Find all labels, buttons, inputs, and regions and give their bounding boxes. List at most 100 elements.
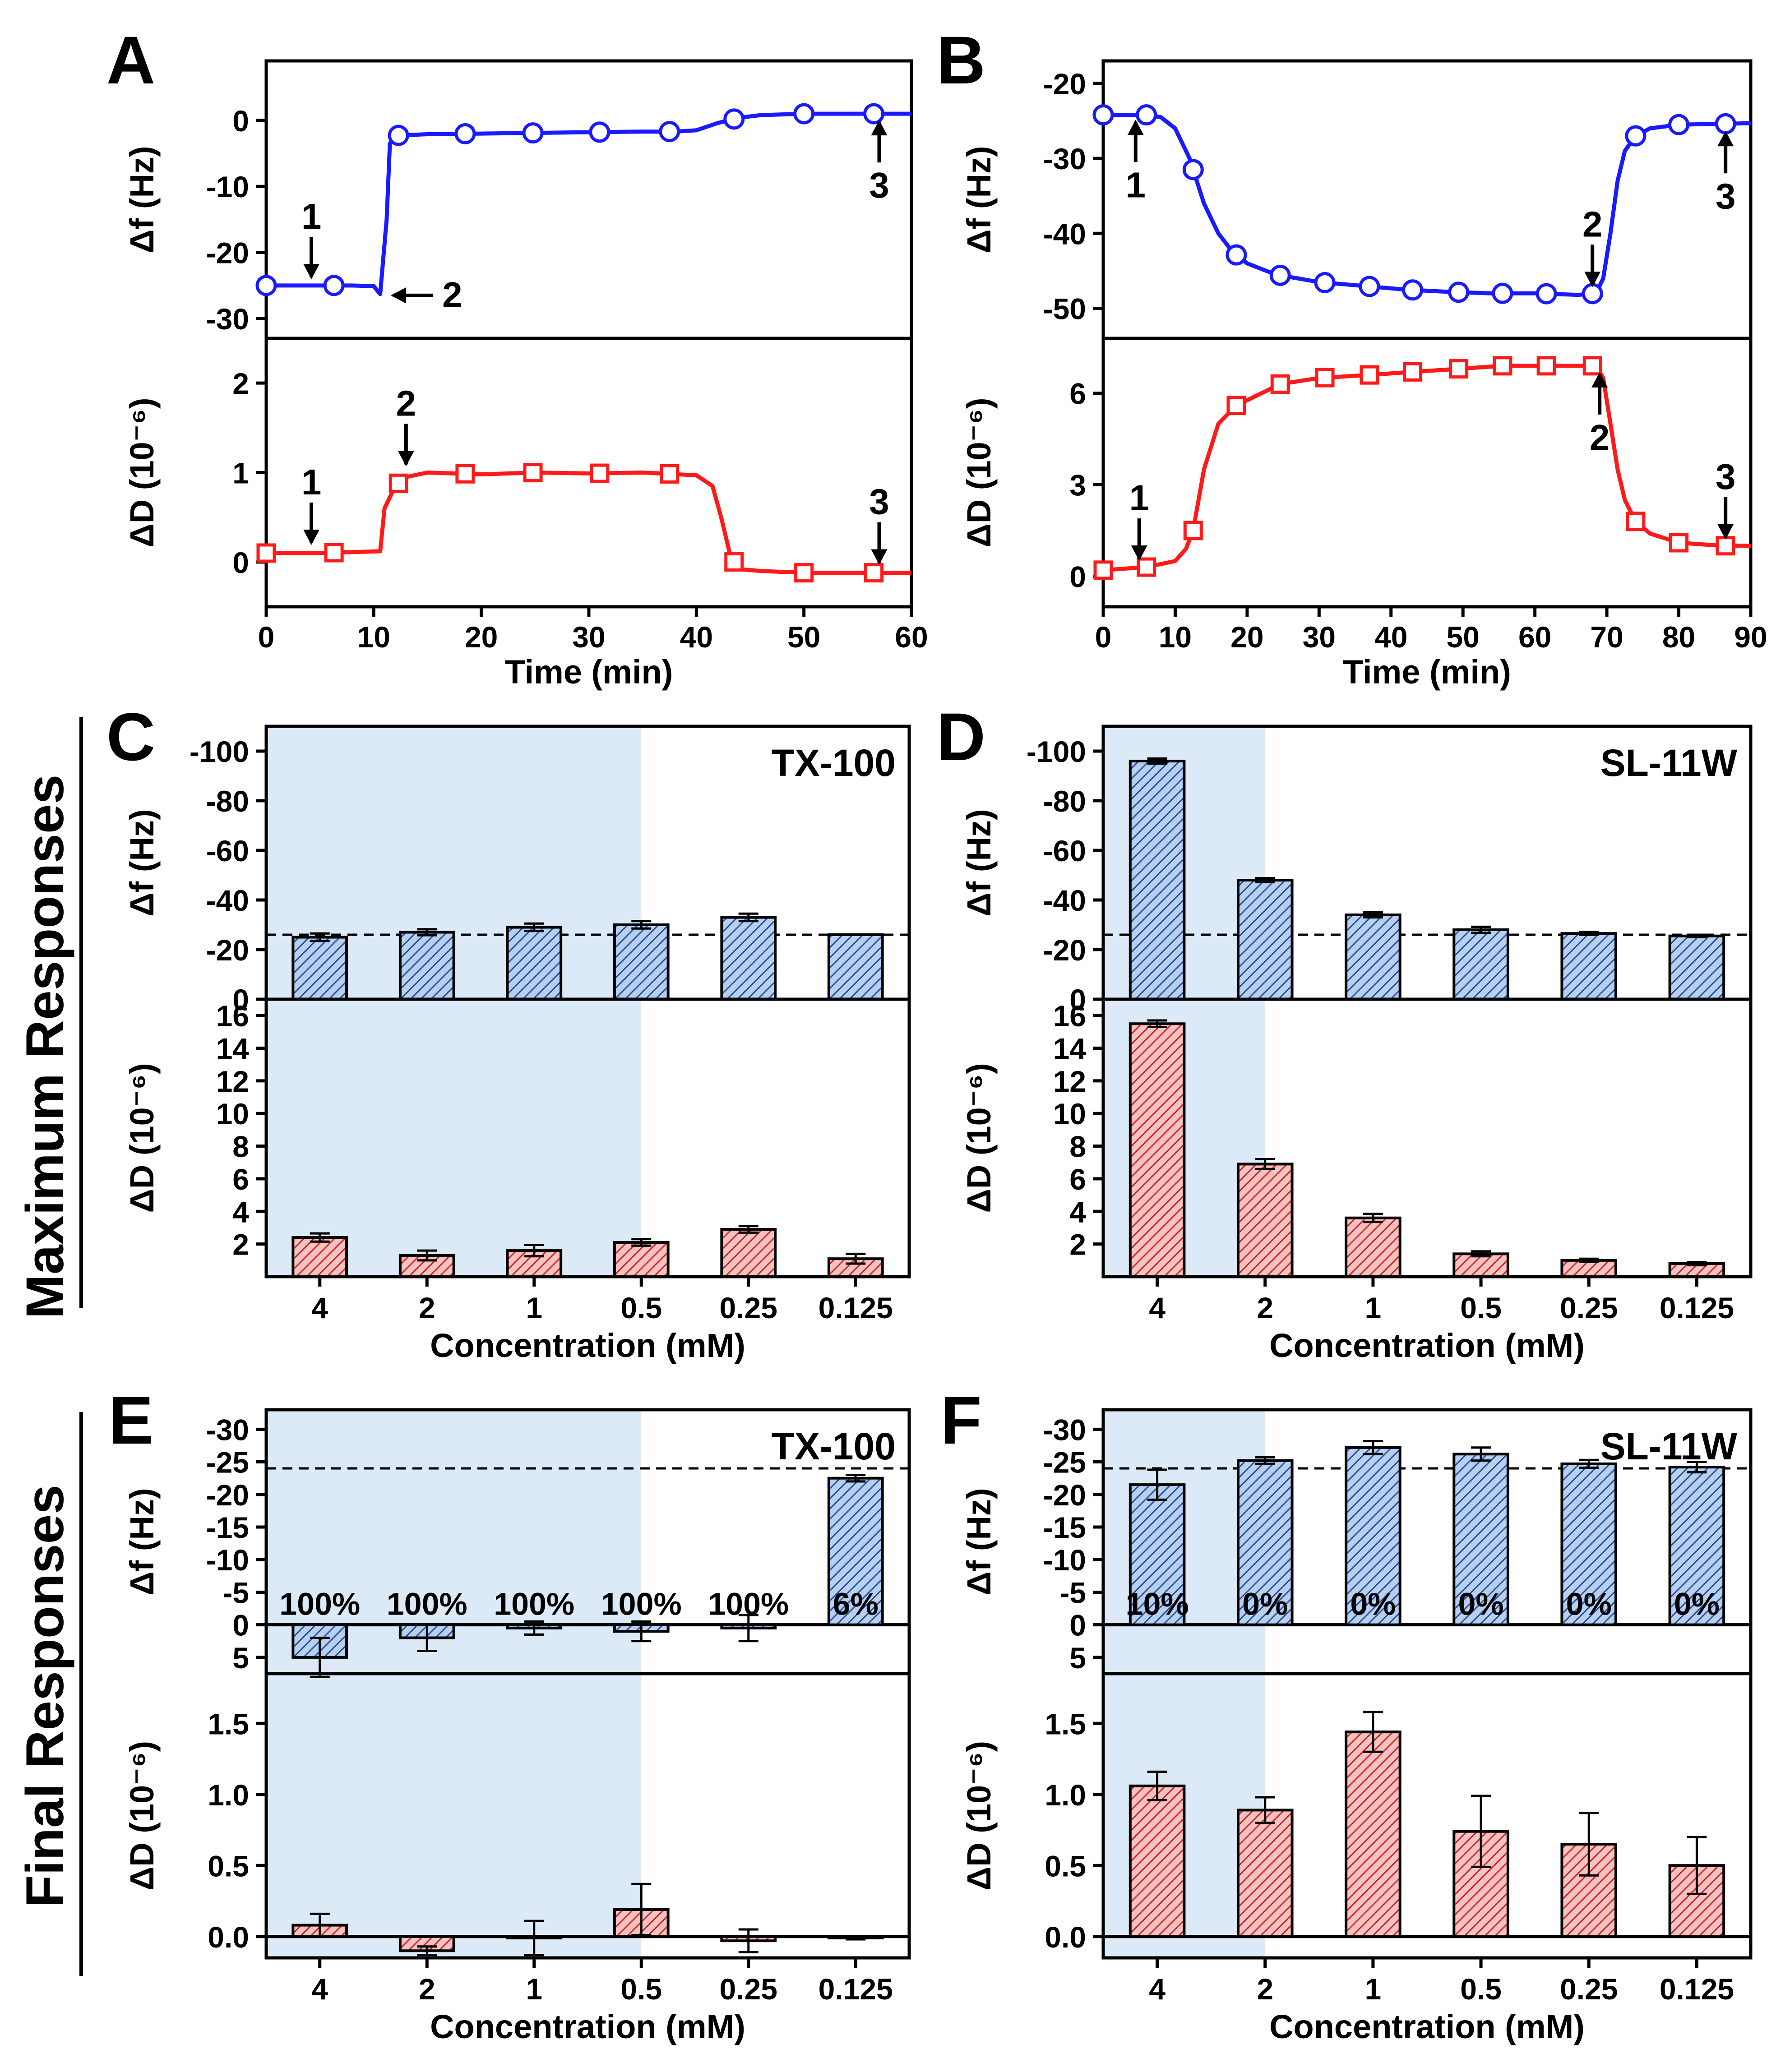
panel-c-top-ylabel: Δf (Hz): [123, 809, 161, 916]
panel-b-bottom-arrow-label: 3: [1716, 457, 1736, 497]
panel-b-top-marker: [1715, 113, 1736, 134]
panel-e-top-ytick-label: -30: [206, 1413, 249, 1446]
panel-b-top-ytick-label: -30: [1043, 142, 1086, 175]
panel-b-top-marker: [1182, 159, 1204, 180]
panel-b-bottom-marker: [1716, 536, 1735, 556]
panel-c-bottom-bar: [827, 1257, 884, 1278]
panel-e-bottom-ytick-label: 1.5: [208, 1707, 249, 1740]
panel-b-bottom-marker: [1226, 396, 1246, 415]
panel-f-title: SL-11W: [1600, 1425, 1738, 1467]
panel-f-top-bar: [1128, 1483, 1186, 1626]
panel-b-xtick-label: 30: [1303, 620, 1336, 654]
panel-f-top-ytick-label: -15: [1043, 1511, 1086, 1544]
panel-f-top-bar: [1668, 1466, 1725, 1626]
panel-a-top-marker: [323, 275, 345, 296]
panel-f-bottom-bar: [1128, 1784, 1186, 1938]
panel-e-top-ytick-label: -25: [206, 1446, 249, 1479]
panel-a-bottom-marker: [660, 464, 680, 484]
panel-d-title: SL-11W: [1600, 742, 1738, 784]
panel-a-bottom-marker: [590, 463, 610, 483]
panel-b-bottom-marker: [1493, 356, 1512, 376]
panel-c-top-ytick-label: -20: [206, 933, 249, 967]
panel-e-top-ytick-label: 5: [232, 1641, 249, 1675]
panel-f-bottom-ytick-label: 1.5: [1045, 1707, 1086, 1740]
panel-b-bottom-arrow-label: 1: [1129, 478, 1149, 518]
panel-e-top-ytick-label: -15: [206, 1511, 249, 1544]
panel-label-a: A: [106, 22, 155, 98]
panel-e-bottom-ytick-label: 1.0: [208, 1778, 249, 1812]
panel-f-top-ytick-label: 5: [1069, 1641, 1086, 1675]
panel-e-bottom-ytick-label: 0.0: [208, 1920, 249, 1954]
panel-a-bottom-marker: [455, 464, 475, 484]
panel-c-xtick-label: 0.25: [720, 1291, 777, 1324]
panel-c-top-ytick-label: -100: [190, 735, 249, 768]
panel-c-bottom-ytick-label: 16: [216, 999, 249, 1033]
panel-f-top-percent-label: 0%: [1566, 1587, 1612, 1622]
panel-d-top-bar: [1128, 760, 1186, 1001]
panel-e-top-ytick-label: 0: [232, 1609, 249, 1642]
panel-a-xtick-label: 10: [357, 620, 390, 654]
panel-e-top-percent-label: 100%: [279, 1587, 360, 1622]
panel-a-top-arrow-head: [303, 263, 320, 279]
panel-c-bottom-bar: [613, 1241, 670, 1278]
panel-b-bottom-marker: [1183, 521, 1203, 540]
panel-a-top-marker: [659, 121, 680, 143]
panel-c-top-bar: [720, 916, 777, 1001]
panel-d-bottom-ytick-label: 4: [1069, 1195, 1086, 1228]
panel-d-top-bar: [1345, 914, 1401, 1001]
panel-b-top-ylabel: Δf (Hz): [960, 146, 998, 253]
panel-f-top-percent-label: 0%: [1350, 1587, 1396, 1622]
panel-a-bottom-arrow-head: [871, 549, 888, 565]
panel-c-xtick-label: 2: [419, 1291, 435, 1324]
panel-b-top-marker: [1269, 264, 1291, 286]
panel-b-bottom-marker: [1093, 560, 1113, 580]
panel-a-top-arrow-label: 3: [869, 165, 889, 205]
panel-d-bottom-ytick-label: 12: [1053, 1065, 1086, 1098]
panel-a-xtick-label: 20: [465, 620, 498, 654]
panel-a-bottom-marker: [864, 563, 884, 583]
panel-a-top-marker: [255, 275, 277, 296]
panel-c-xtick-label: 0.125: [819, 1291, 893, 1324]
panel-b-top-marker: [1668, 114, 1690, 135]
panel-d-bottom-ylabel: ΔD (10⁻⁶): [960, 1063, 998, 1213]
panel-e-xtick-label: 0.25: [720, 1972, 777, 2006]
panel-a-top-marker: [723, 108, 745, 130]
panel-d-top-ytick-label: -40: [1043, 884, 1086, 917]
panel-d-top-bar: [1668, 934, 1725, 1001]
panel-a-xtick-label: 30: [572, 620, 605, 654]
panel-f-bottom-ytick-label: 1.0: [1045, 1778, 1086, 1812]
panel-a-top-ytick-label: 0: [232, 104, 249, 138]
row-label-final: Final Responses: [15, 1412, 83, 1976]
panel-f-top-ytick-label: -30: [1043, 1413, 1086, 1446]
panel-d-xlabel: Concentration (mM): [1269, 1327, 1585, 1364]
panel-b-top-arrow-head: [1127, 120, 1144, 135]
panel-c-bottom-ylabel: ΔD (10⁻⁶): [123, 1063, 161, 1213]
panel-a-top-ytick-label: -10: [206, 170, 249, 203]
panel-d-top-bar: [1452, 928, 1509, 1001]
panel-a-xtick-label: 50: [787, 620, 820, 654]
panel-b-bottom-marker: [1270, 374, 1290, 394]
panel-a-top-frame: [264, 59, 913, 340]
panel-c-bottom-ytick-label: 8: [232, 1130, 249, 1163]
panel-f-xtick-label: 0.25: [1560, 1972, 1618, 2006]
panel-e-bottom-frame: [264, 1672, 911, 1960]
panel-c-title: TX-100: [772, 742, 896, 784]
panel-label-d: D: [937, 699, 985, 775]
row-label-final-text: Final Responses: [15, 1485, 75, 1908]
panel-a-bottom-marker: [794, 563, 814, 583]
panel-c-xtick-label: 0.5: [620, 1291, 662, 1324]
panel-b-xtick-label: 70: [1590, 620, 1623, 654]
panel-e-top-ylabel: Δf (Hz): [123, 1488, 161, 1595]
panel-a-top-series-line: [266, 111, 911, 296]
panel-b-xtick-label: 50: [1447, 620, 1480, 654]
row-label-maximum: Maximum Responses: [15, 717, 83, 1319]
panel-e-top-ytick-label: -5: [222, 1576, 249, 1609]
panel-a-bottom-arrow-label: 2: [396, 383, 416, 424]
panel-d-bottom-bar: [1345, 1216, 1401, 1278]
panel-f-top-ylabel: Δf (Hz): [960, 1488, 998, 1595]
panel-b-top-marker: [1136, 104, 1157, 126]
panel-c-top-bar: [827, 933, 884, 1001]
